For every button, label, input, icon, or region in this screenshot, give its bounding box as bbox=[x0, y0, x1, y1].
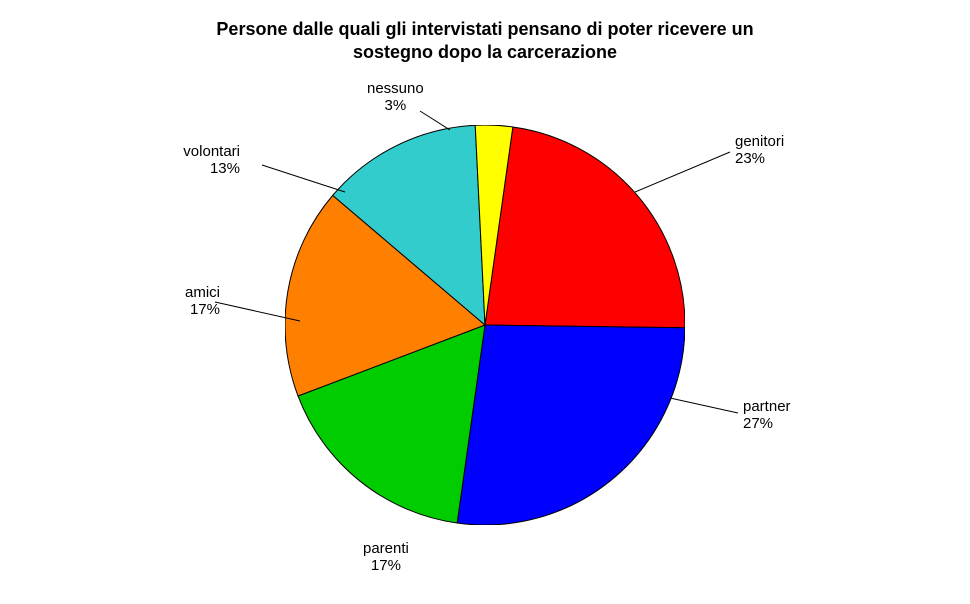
slice-label: genitori23% bbox=[735, 133, 784, 168]
slice-label-name: volontari bbox=[183, 143, 240, 160]
slice-label: nessuno3% bbox=[367, 80, 424, 115]
slice-label-name: partner bbox=[743, 398, 791, 415]
chart-title-line1: Persone dalle quali gli intervistati pen… bbox=[216, 19, 753, 39]
pie-svg bbox=[285, 125, 685, 525]
slice-label-percent: 3% bbox=[385, 97, 407, 114]
pie-slices bbox=[285, 125, 685, 525]
slice-label-percent: 17% bbox=[190, 301, 220, 318]
slice-label-name: nessuno bbox=[367, 80, 424, 97]
slice-label-percent: 27% bbox=[743, 415, 773, 432]
pie-slice bbox=[457, 325, 685, 525]
pie-chart-container: Persone dalle quali gli intervistati pen… bbox=[0, 0, 970, 604]
slice-label-percent: 17% bbox=[371, 557, 401, 574]
slice-label-name: parenti bbox=[363, 540, 409, 557]
chart-title-line2: sostegno dopo la carcerazione bbox=[353, 42, 617, 62]
slice-label: partner27% bbox=[743, 398, 791, 433]
pie-slice bbox=[485, 127, 685, 328]
slice-label: volontari13% bbox=[180, 143, 240, 178]
slice-label: parenti17% bbox=[363, 540, 409, 575]
slice-label-percent: 13% bbox=[210, 160, 240, 177]
slice-label: amici17% bbox=[160, 284, 220, 319]
slice-label-percent: 23% bbox=[735, 150, 765, 167]
pie-wrap bbox=[285, 125, 685, 525]
slice-label-name: genitori bbox=[735, 133, 784, 150]
slice-label-name: amici bbox=[185, 284, 220, 301]
chart-title: Persone dalle quali gli intervistati pen… bbox=[0, 18, 970, 63]
